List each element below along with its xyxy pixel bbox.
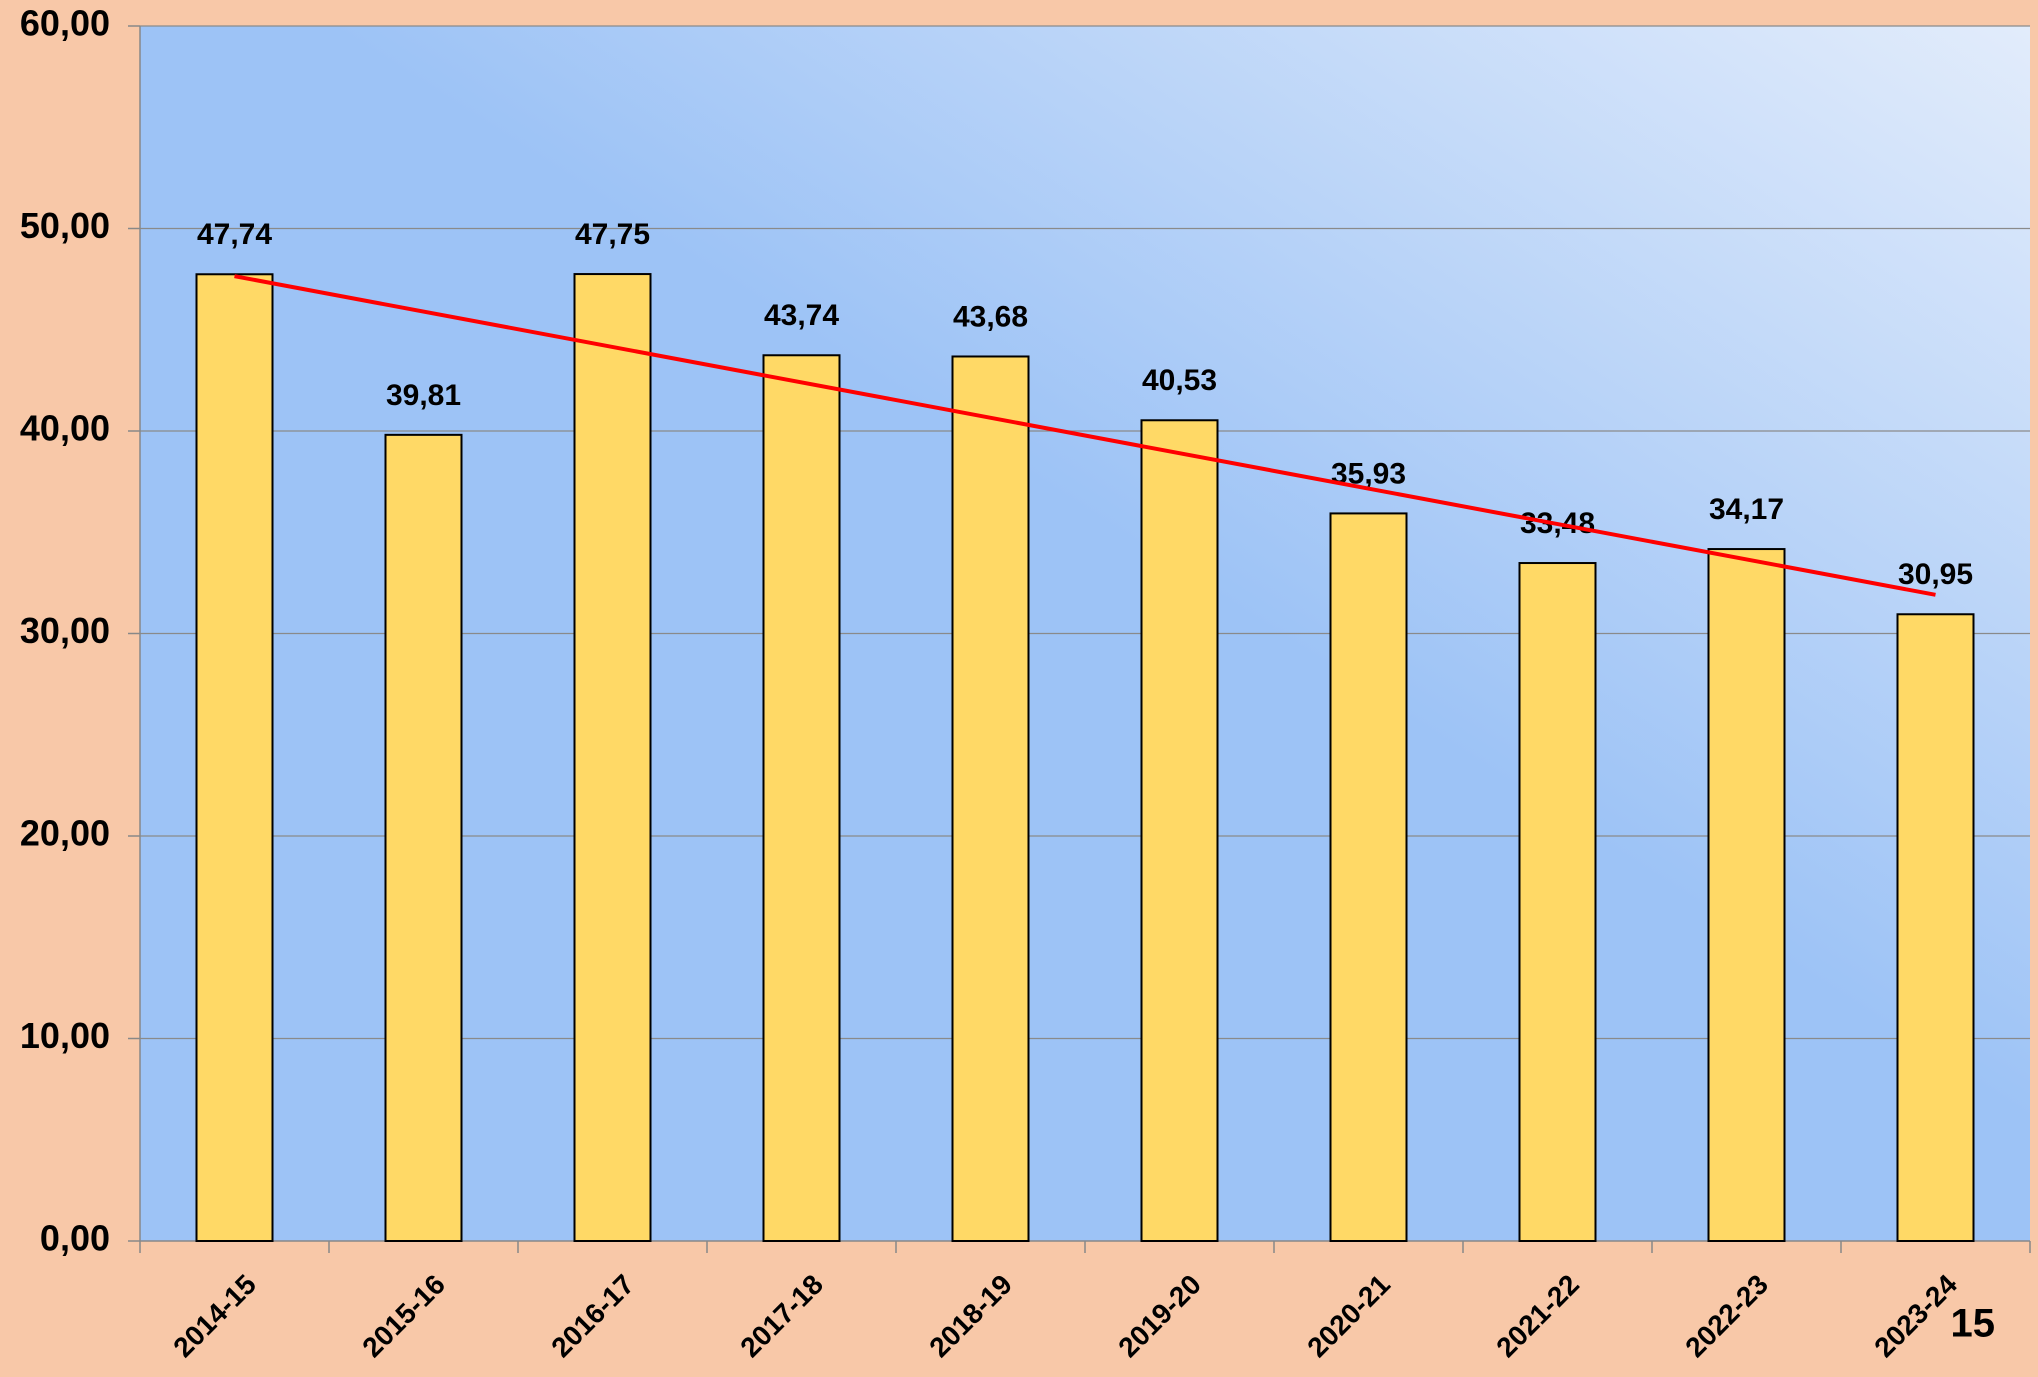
y-tick-label: 40,00	[20, 408, 110, 449]
x-tick-label: 2022-23	[1679, 1269, 1774, 1364]
data-label: 47,75	[575, 218, 650, 251]
bar	[1707, 548, 1786, 1242]
data-label: 43,74	[764, 299, 839, 332]
data-label: 34,17	[1709, 493, 1784, 526]
y-tick-label: 0,00	[40, 1218, 110, 1259]
bar	[195, 273, 274, 1242]
x-tick-label: 2017-18	[734, 1269, 829, 1364]
data-label: 39,81	[386, 379, 461, 412]
bar	[762, 354, 841, 1242]
y-tick-label: 10,00	[20, 1015, 110, 1056]
x-tick-label: 2019-20	[1112, 1269, 1207, 1364]
x-tick-label: 2023-24	[1868, 1268, 1963, 1363]
x-tick-label: 2021-22	[1490, 1269, 1585, 1364]
y-tick-label: 50,00	[20, 205, 110, 246]
data-label: 40,53	[1142, 364, 1217, 397]
page-number: 15	[1951, 1302, 1996, 1346]
data-label: 43,68	[953, 300, 1028, 333]
bar	[573, 273, 652, 1242]
x-tick-label: 2020-21	[1301, 1269, 1396, 1364]
data-label: 30,95	[1898, 558, 1973, 591]
bar	[1896, 613, 1975, 1242]
y-tick-label: 30,00	[20, 610, 110, 651]
y-tick-label: 60,00	[20, 3, 110, 44]
data-label: 47,74	[197, 218, 272, 251]
bar	[1518, 562, 1597, 1242]
x-tick-label: 2015-16	[356, 1269, 451, 1364]
bar	[384, 433, 463, 1243]
trendline	[234, 274, 1936, 597]
y-tick-label: 20,00	[20, 813, 110, 854]
x-tick-label: 2018-19	[923, 1269, 1018, 1364]
x-tick-label: 2016-17	[545, 1269, 640, 1364]
bar	[1140, 419, 1219, 1242]
bar	[951, 355, 1030, 1243]
x-tick-label: 2014-15	[167, 1269, 262, 1364]
bar	[1329, 512, 1408, 1242]
